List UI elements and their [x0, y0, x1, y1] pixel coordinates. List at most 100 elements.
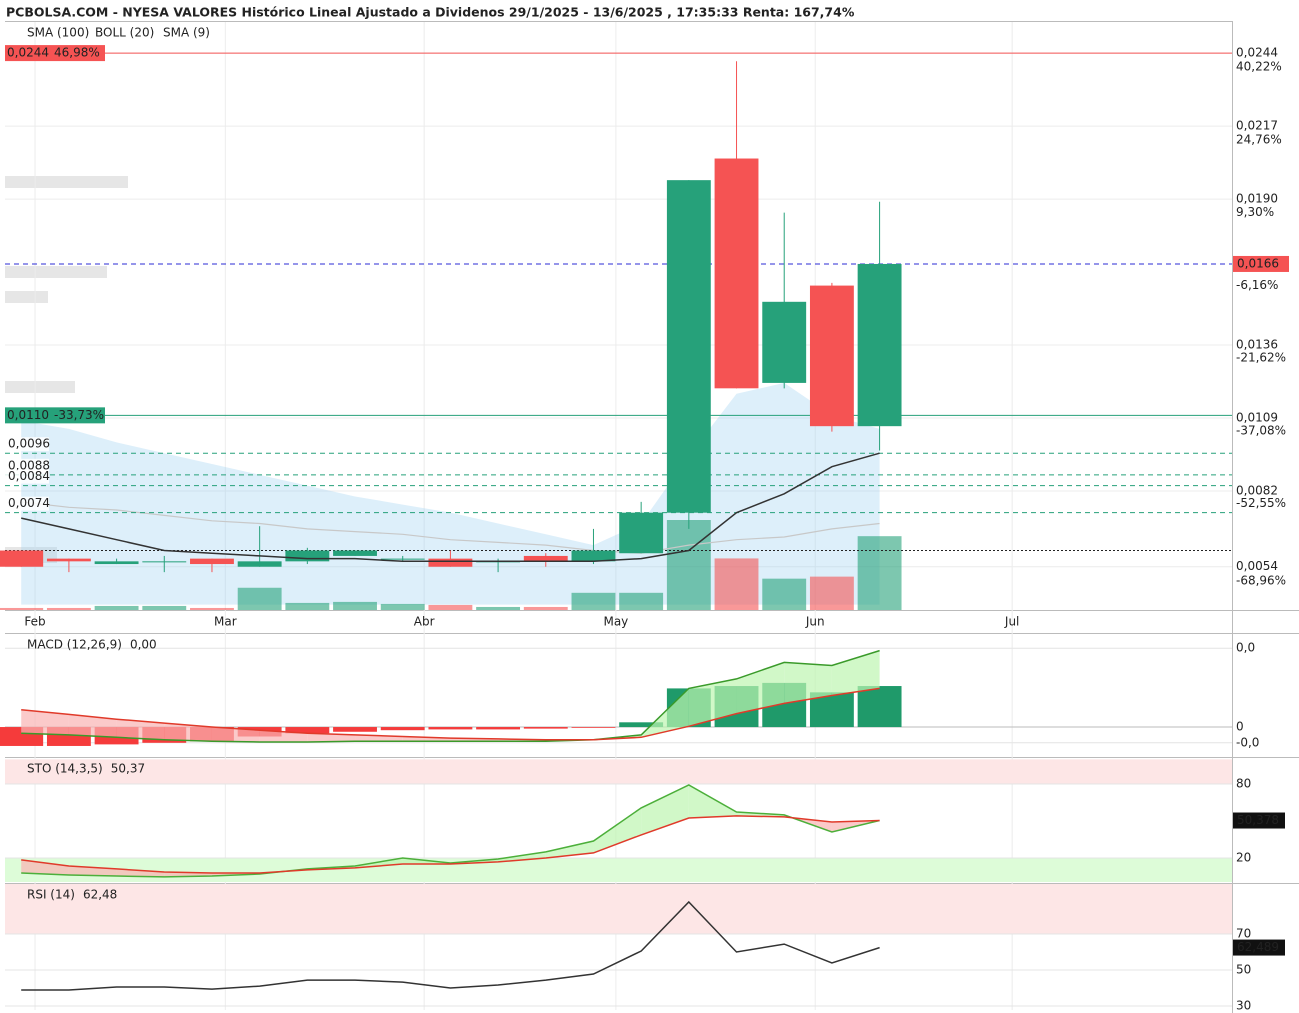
volume-bar [619, 592, 664, 610]
x-tick-label: Jul [1004, 615, 1019, 629]
panel-title: RSI (14) [27, 888, 75, 902]
volume-bar [714, 558, 759, 610]
fill-area [307, 733, 356, 743]
candle-body [142, 561, 187, 563]
candle-body [380, 558, 425, 560]
zone [5, 857, 1232, 882]
volume-bar [190, 607, 234, 610]
candle-body [523, 555, 568, 562]
volume-bar [666, 520, 711, 610]
level-label: 0,0166 [1237, 256, 1279, 270]
histogram-bar [476, 727, 521, 730]
fill-area [21, 859, 69, 875]
zone [5, 884, 1232, 935]
volume-bar [762, 578, 807, 610]
candle-body [0, 550, 44, 567]
panel-value: 0,00 [130, 638, 157, 652]
last-value-label: 50,378 [1237, 813, 1279, 827]
line [21, 900, 880, 991]
candle-body [809, 285, 854, 427]
candle-body [285, 550, 330, 562]
level-label: 0,0096 [8, 437, 50, 451]
line [21, 501, 880, 554]
fill-area [688, 784, 737, 819]
y-tick-label: 0 [1236, 720, 1244, 734]
level-label: 0,0088 [8, 458, 50, 472]
candle-body [666, 180, 711, 513]
level-label-bg [5, 496, 49, 511]
y-tick-label: 30 [1236, 999, 1251, 1013]
last-value-box [1233, 812, 1285, 829]
last-value-label: 62,489 [1237, 940, 1279, 954]
volume-bar [0, 607, 44, 610]
y-tick-label: 0,0 [1236, 641, 1255, 655]
level-note: -33,73% [54, 408, 104, 422]
fill-area [116, 719, 165, 740]
level-label: 0,0074 [8, 496, 50, 510]
legend-entry: SMA (100) [27, 26, 89, 40]
line [21, 784, 880, 878]
level-label-bg [5, 437, 49, 452]
panel-value: 62,48 [83, 888, 117, 902]
fill-area [116, 868, 165, 877]
panel-title: STO (14,3,5) [27, 762, 103, 776]
fill-area [211, 727, 260, 743]
blur [5, 266, 107, 278]
level-label-bg [5, 458, 49, 473]
legend-entry: SMA (9) [163, 26, 210, 40]
volume-bar [333, 601, 377, 610]
histogram-bar [571, 727, 616, 728]
volume-bar [857, 536, 902, 610]
candle-body [714, 158, 759, 389]
y-tick-label: 70 [1236, 927, 1251, 941]
volume-bar [523, 606, 568, 610]
blur [5, 176, 128, 188]
level-box [1233, 255, 1289, 272]
level-box [5, 407, 105, 424]
y2-tick-label: -52,55% [1236, 496, 1286, 510]
candle-body [857, 263, 902, 427]
frame [5, 21, 1299, 1013]
last-value-box [1233, 939, 1285, 956]
y2-tick-label: -21,62% [1236, 351, 1286, 365]
y-tick-label: 0,0109 [1236, 411, 1278, 425]
level-label-bg [5, 469, 49, 484]
y-tick-label: 20 [1236, 850, 1251, 864]
x-tick-label: Abr [414, 615, 435, 629]
volume-bar [142, 605, 187, 610]
line [21, 687, 880, 741]
fill-area [593, 807, 642, 853]
volume-bar [46, 607, 91, 610]
x-tick-label: Mar [214, 615, 237, 629]
y-tick-label: 0,0082 [1236, 484, 1278, 498]
x-tick-label: Jun [805, 615, 825, 629]
y-tick-label: 0,0136 [1236, 338, 1278, 352]
fill-area [784, 662, 832, 704]
volume-bar [428, 604, 473, 610]
line [21, 452, 880, 563]
level-label: 0,0110 [7, 408, 49, 422]
histogram-bar [285, 727, 330, 734]
histogram-bar [380, 727, 425, 731]
y2-tick-label: -6,16% [1236, 278, 1278, 292]
y-tick-label: 0,0190 [1236, 192, 1278, 206]
volume-bar [809, 576, 854, 610]
fill-area [164, 723, 212, 742]
y2-tick-label: 24,76% [1236, 132, 1282, 146]
y2-tick-label: 40,22% [1236, 60, 1282, 74]
candle-body [94, 561, 139, 565]
level-box [5, 45, 105, 62]
level-label: 0,0244 [7, 46, 49, 60]
histogram-bar [619, 722, 664, 728]
histogram-bar [523, 727, 568, 729]
level-label: 0,0084 [8, 469, 50, 483]
fill-area [641, 784, 689, 835]
histogram-bar [333, 727, 377, 732]
volume-bar [476, 606, 521, 610]
candle-body [619, 512, 664, 554]
y-tick-label: 0,0244 [1236, 46, 1278, 60]
candle-body [333, 550, 377, 556]
